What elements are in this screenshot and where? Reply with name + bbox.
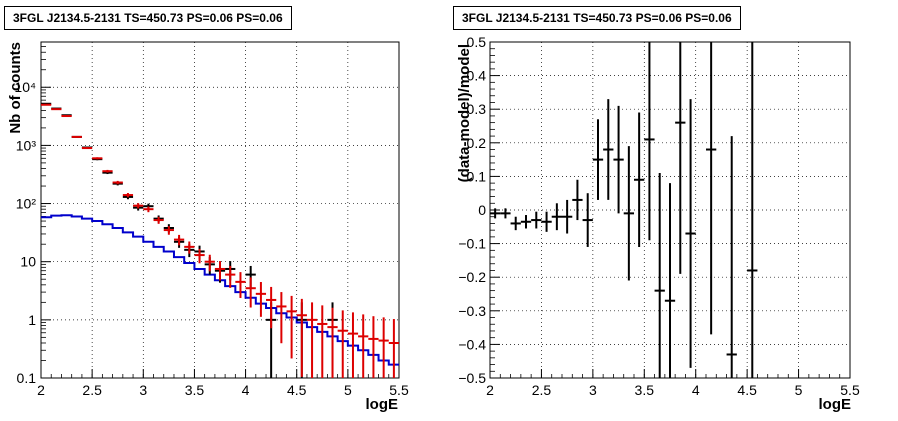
- y-tick-label: 0.5: [467, 34, 487, 50]
- y-tick-label: 0.1: [17, 370, 37, 386]
- data-marks-right: [490, 42, 758, 378]
- x-tick-label: 4: [242, 382, 250, 398]
- residual-panel: 2 2.5 3 3.5 4 4.5 5 5.5 −0.5 −0.4 −0.3 −0.2 −0.1 0 0.1…: [456, 34, 860, 413]
- y-tick-label: −0.3: [458, 303, 486, 319]
- chart-title-left: 3FGL J2134.5-2131 TS=450.73 PS=0.06 PS=0…: [4, 6, 292, 30]
- x-tick-label: 4.5: [737, 382, 757, 398]
- x-tick-label: 4: [692, 382, 700, 398]
- y-tick-label: 10: [20, 254, 36, 270]
- x-tick-label: 5: [795, 382, 803, 398]
- y-tick-label: 0.1: [467, 168, 487, 184]
- y-tick-label: 0.4: [467, 68, 487, 84]
- x-tick-label: 5.5: [389, 382, 409, 398]
- data-marks-left: [41, 102, 399, 378]
- x-axis-label-left: logE: [366, 396, 399, 413]
- y-tick-label: 0.2: [467, 135, 487, 151]
- x-tick-label: 2.5: [532, 382, 552, 398]
- x-tick-label: 3.5: [635, 382, 655, 398]
- x-tick-label: 2: [486, 382, 494, 398]
- y-tick-label: 10³: [16, 137, 37, 153]
- model-histogram-line: [41, 214, 399, 366]
- y-tick-label: −0.4: [458, 336, 486, 352]
- grid-left: [41, 42, 399, 378]
- x-tick-label: 2.5: [82, 382, 102, 398]
- plot-frame-left: [40, 41, 400, 379]
- y-tick-label: 0.3: [467, 101, 487, 117]
- axis-ticks-left: 2 2.5 3 3.5 4 4.5 5 5.5 0.1 1 10 10² 10³ 10⁴: [14, 41, 409, 398]
- axis-ticks-right: 2 2.5 3 3.5 4 4.5 5 5.5 −0.5 −0.4 −0.3 −0.2 −0.1 0 0.1…: [458, 34, 860, 398]
- y-tick-label: −0.1: [458, 236, 486, 252]
- counts-panel: 2 2.5 3 3.5 4 4.5 5 5.5 0.1 1 10 10² 10³ 10⁴ logE Nb …: [7, 41, 409, 413]
- x-tick-label: 5: [344, 382, 352, 398]
- x-tick-label: 4.5: [287, 382, 307, 398]
- x-tick-label: 5.5: [840, 382, 860, 398]
- y-tick-label: −0.5: [458, 370, 486, 386]
- y-tick-label: 10⁴: [14, 79, 36, 95]
- y-tick-label: 10²: [16, 196, 37, 212]
- x-tick-label: 3: [589, 382, 597, 398]
- chart-title-right: 3FGL J2134.5-2131 TS=450.73 PS=0.06 PS=0…: [453, 6, 741, 30]
- y-axis-label-right: (data-model)/model: [456, 44, 473, 182]
- x-tick-label: 3: [139, 382, 147, 398]
- y-tick-label: −0.2: [458, 269, 486, 285]
- y-tick-label: 0: [478, 202, 486, 218]
- x-tick-label: 2: [37, 382, 45, 398]
- x-axis-label-right: logE: [819, 396, 852, 413]
- y-tick-label: 1: [28, 312, 36, 328]
- x-tick-label: 3.5: [185, 382, 205, 398]
- y-axis-label-left: Nb of counts: [7, 42, 24, 134]
